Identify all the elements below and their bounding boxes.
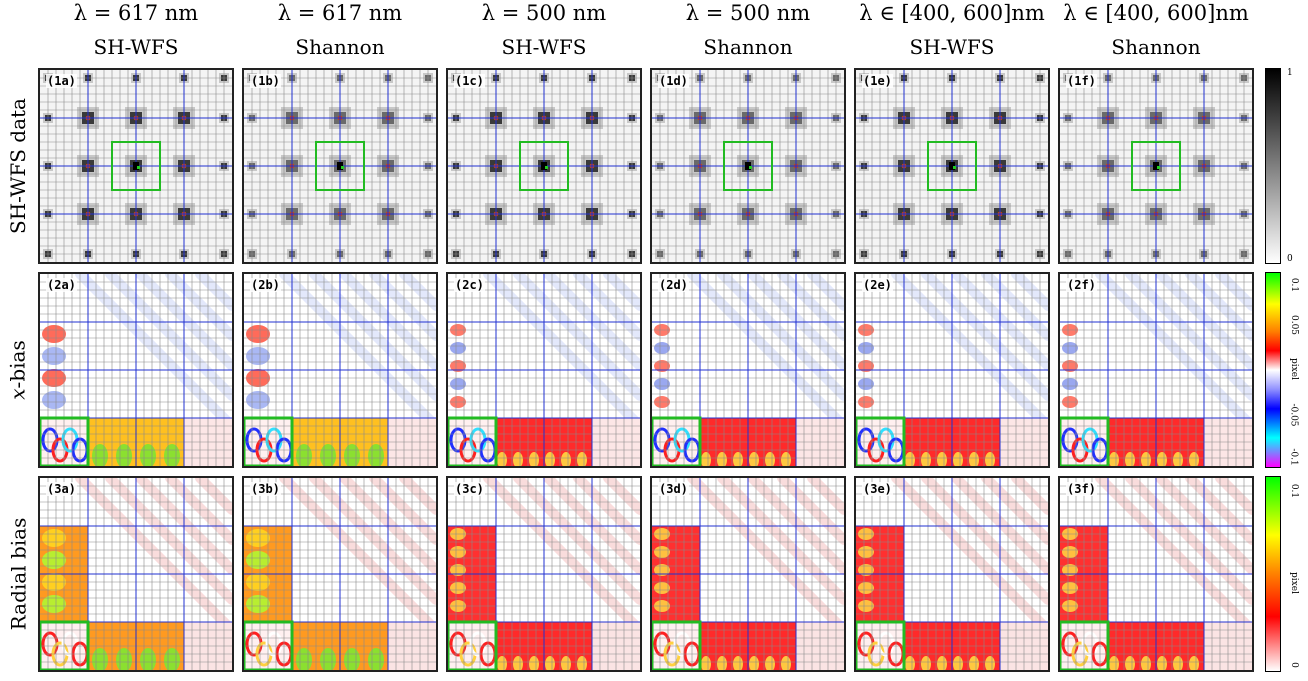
panel-image bbox=[652, 478, 844, 670]
panel-2a: (2a) bbox=[38, 272, 234, 468]
row-label-x: x bbox=[6, 388, 30, 400]
panel-3a: (3a) bbox=[38, 476, 234, 672]
panel-image bbox=[856, 70, 1048, 262]
panel-label: (1a) bbox=[46, 74, 77, 88]
panel-3f: (3f) bbox=[1058, 476, 1254, 672]
panel-label: (2d) bbox=[658, 278, 689, 292]
panel-image bbox=[448, 70, 640, 262]
colorbar-unit: pixel bbox=[1288, 358, 1299, 380]
column-method: SH-WFS bbox=[909, 35, 995, 59]
colorbar-tick: 0.1 bbox=[1288, 277, 1299, 293]
panel-3b: (3b) bbox=[242, 476, 438, 672]
colorbar-tick: 0 bbox=[1288, 662, 1299, 668]
panel-image bbox=[652, 70, 844, 262]
panel-1b: (1b) bbox=[242, 68, 438, 264]
panel-1a: (1a) bbox=[38, 68, 234, 264]
colorbar-tick: 0.05 bbox=[1288, 314, 1299, 336]
panel-label: (1d) bbox=[658, 74, 689, 88]
column-header-6: λ ∈ [400, 600]nm Shannon bbox=[1058, 0, 1254, 60]
column-method: SH-WFS bbox=[93, 35, 179, 59]
panel-image bbox=[652, 274, 844, 466]
row-label-data: SH-WFS data bbox=[0, 68, 36, 264]
panel-image bbox=[244, 274, 436, 466]
column-header-4: λ = 500 nm Shannon bbox=[650, 0, 846, 60]
column-wavelength: λ ∈ [400, 600]nm bbox=[1063, 1, 1249, 25]
panel-label: (3a) bbox=[46, 482, 77, 496]
column-wavelength: λ ∈ [400, 600]nm bbox=[859, 1, 1045, 25]
panel-label: (2e) bbox=[862, 278, 893, 292]
colorbar-tick: 0.1 bbox=[1288, 483, 1299, 499]
colorbar-xbias bbox=[1265, 272, 1281, 468]
column-method: Shannon bbox=[703, 35, 793, 59]
panel-label: (3f) bbox=[1066, 482, 1097, 496]
column-method: SH-WFS bbox=[501, 35, 587, 59]
panel-image bbox=[244, 70, 436, 262]
column-header-2: λ = 617 nm Shannon bbox=[242, 0, 438, 60]
panel-image bbox=[448, 274, 640, 466]
column-wavelength: λ = 617 nm bbox=[277, 1, 403, 25]
colorbar-intensity bbox=[1265, 68, 1281, 264]
colorbar-tick: 0 bbox=[1287, 254, 1293, 264]
column-header-3: λ = 500 nm SH-WFS bbox=[446, 0, 642, 60]
panel-label: (3c) bbox=[454, 482, 485, 496]
panel-1c: (1c) bbox=[446, 68, 642, 264]
column-method: Shannon bbox=[1111, 35, 1201, 59]
panel-label: (1f) bbox=[1066, 74, 1097, 88]
panel-1d: (1d) bbox=[650, 68, 846, 264]
panel-1e: (1e) bbox=[854, 68, 1050, 264]
column-wavelength: λ = 500 nm bbox=[481, 1, 607, 25]
panel-image bbox=[40, 274, 232, 466]
panel-3c: (3c) bbox=[446, 476, 642, 672]
panel-3d: (3d) bbox=[650, 476, 846, 672]
panel-1f: (1f) bbox=[1058, 68, 1254, 264]
panel-image bbox=[856, 274, 1048, 466]
panel-label: (3d) bbox=[658, 482, 689, 496]
row-label-text: Radial bias bbox=[6, 517, 30, 631]
panel-label: (1b) bbox=[250, 74, 281, 88]
panel-image bbox=[1060, 478, 1252, 670]
panel-label: (1e) bbox=[862, 74, 893, 88]
panel-2c: (2c) bbox=[446, 272, 642, 468]
panel-image bbox=[856, 478, 1048, 670]
panel-3e: (3e) bbox=[854, 476, 1050, 672]
panel-label: (2c) bbox=[454, 278, 485, 292]
panel-2e: (2e) bbox=[854, 272, 1050, 468]
panel-image bbox=[40, 70, 232, 262]
panel-label: (2f) bbox=[1066, 278, 1097, 292]
panel-image bbox=[1060, 70, 1252, 262]
column-header-1: λ = 617 nm SH-WFS bbox=[38, 0, 234, 60]
row-label-radial: Radial bias bbox=[0, 476, 36, 672]
panel-2d: (2d) bbox=[650, 272, 846, 468]
row-label-xbias: x-bias bbox=[0, 272, 36, 468]
colorbar-radial bbox=[1265, 476, 1281, 672]
colorbar-unit: pixel bbox=[1288, 572, 1299, 594]
panel-image bbox=[40, 478, 232, 670]
panel-2b: (2b) bbox=[242, 272, 438, 468]
column-method: Shannon bbox=[295, 35, 385, 59]
row-label-suffix: -bias bbox=[6, 340, 30, 389]
panel-image bbox=[448, 478, 640, 670]
column-header-5: λ ∈ [400, 600]nm SH-WFS bbox=[854, 0, 1050, 60]
column-wavelength: λ = 500 nm bbox=[685, 1, 811, 25]
panel-image bbox=[1060, 274, 1252, 466]
panel-label: (1c) bbox=[454, 74, 485, 88]
colorbar-tick: -0.1 bbox=[1288, 448, 1299, 466]
panel-label: (2a) bbox=[46, 278, 77, 292]
colorbar-tick: 1 bbox=[1287, 68, 1293, 78]
row-label-text: SH-WFS data bbox=[6, 98, 30, 234]
panel-image bbox=[244, 478, 436, 670]
panel-2f: (2f) bbox=[1058, 272, 1254, 468]
panel-label: (3b) bbox=[250, 482, 281, 496]
colorbar-tick: -0.05 bbox=[1289, 403, 1299, 427]
row-label-text: x-bias bbox=[6, 340, 30, 399]
panel-label: (2b) bbox=[250, 278, 281, 292]
panel-label: (3e) bbox=[862, 482, 893, 496]
column-wavelength: λ = 617 nm bbox=[73, 1, 199, 25]
